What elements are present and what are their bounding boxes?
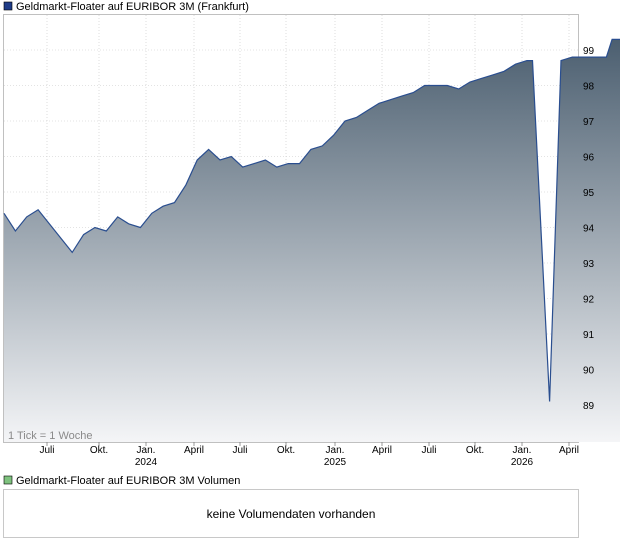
price-legend-label: Geldmarkt-Floater auf EURIBOR 3M (Frankf… [16,1,249,13]
x-tick-label: Jan. [326,445,345,456]
y-tick-label: 99 [583,46,595,57]
y-tick-label: 97 [583,117,595,128]
x-tick-label: Okt. [277,445,295,456]
volume-panel [3,489,579,538]
x-tick-label: Okt. [90,445,108,456]
y-axis-ticks: 89 90 91 92 93 94 95 96 97 98 99 [583,46,595,412]
x-year-label: 2026 [511,457,534,468]
y-tick-label: 98 [583,82,595,93]
x-tick-label: Juli [421,445,436,456]
x-year-label: 2024 [135,457,158,468]
tick-note: 1 Tick = 1 Woche [8,430,92,442]
y-tick-label: 94 [583,224,595,235]
price-line [3,38,620,402]
x-tick-label: Juli [232,445,247,456]
x-tick-label: Juli [39,445,54,456]
volume-legend-swatch [3,475,13,485]
y-tick-label: 96 [583,153,595,164]
price-area [4,39,620,442]
x-year-label: 2025 [324,457,347,468]
x-tick-label: Okt. [466,445,484,456]
x-tick-label: Jan. [137,445,156,456]
x-tick-label: April [559,445,579,456]
y-tick-label: 89 [583,401,595,412]
y-tick-label: 95 [583,188,595,199]
volume-empty-message: keine Volumendaten vorhanden [207,507,376,521]
x-tick-label: April [184,445,204,456]
x-tick-label: April [372,445,392,456]
y-tick-label: 93 [583,259,595,270]
y-tick-label: 90 [583,366,595,377]
y-tick-label: 92 [583,295,595,306]
price-legend-swatch [3,1,13,11]
volume-legend-label: Geldmarkt-Floater auf EURIBOR 3M Volumen [16,475,240,487]
y-tick-label: 91 [583,330,595,341]
x-tick-label: Jan. [513,445,532,456]
